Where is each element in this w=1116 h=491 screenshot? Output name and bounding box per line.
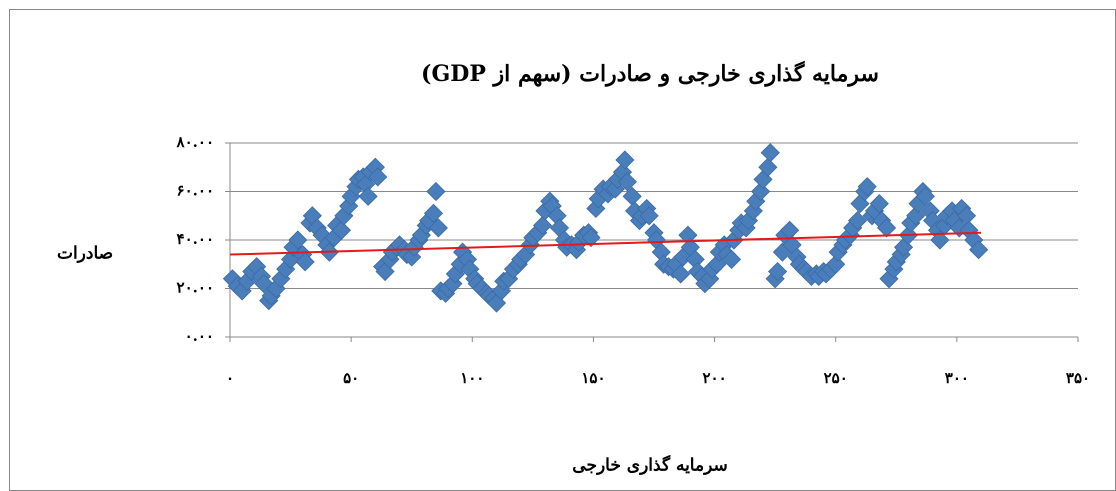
point bbox=[428, 218, 448, 238]
point bbox=[857, 177, 877, 197]
point bbox=[915, 186, 935, 206]
point bbox=[295, 252, 315, 272]
x-tick-label: ۳۵۰ bbox=[1066, 369, 1090, 387]
point bbox=[760, 143, 780, 163]
x-tick-label: ۱۰۰ bbox=[460, 369, 484, 387]
point bbox=[877, 218, 897, 238]
x-tick-label: ۳۰۰ bbox=[945, 369, 969, 387]
x-axis-title: سرمایه گذاری خارجی bbox=[572, 455, 727, 476]
point bbox=[423, 203, 444, 223]
x-tick-label: ۰ bbox=[226, 369, 234, 387]
point bbox=[615, 150, 635, 170]
point bbox=[707, 254, 727, 274]
point bbox=[639, 206, 659, 226]
point bbox=[768, 261, 788, 282]
point bbox=[581, 228, 601, 248]
x-tick-label: ۵۰ bbox=[343, 369, 359, 387]
point bbox=[358, 186, 378, 206]
x-tick-label: ۲۰۰ bbox=[702, 369, 726, 387]
point bbox=[671, 264, 691, 284]
chart-title: سرمایه گذاری خارجی و صادرات (سهم از GDP) bbox=[421, 60, 879, 87]
point bbox=[847, 211, 868, 231]
point bbox=[331, 220, 352, 240]
point bbox=[368, 167, 388, 187]
point bbox=[532, 215, 553, 236]
y-tick-label: ۸۰.۰۰ bbox=[176, 133, 214, 151]
point bbox=[758, 157, 778, 177]
point bbox=[869, 194, 889, 214]
point bbox=[906, 206, 926, 226]
y-tick-label: ۶۰.۰۰ bbox=[177, 182, 214, 200]
y-tick-label: ۰.۰۰ bbox=[185, 327, 214, 345]
y-axis-title: صادرات bbox=[57, 244, 113, 264]
y-tick-label: ۴۰.۰۰ bbox=[177, 230, 214, 248]
x-tick-label: ۲۵۰ bbox=[824, 369, 848, 387]
point bbox=[617, 172, 637, 192]
point bbox=[288, 230, 308, 250]
point bbox=[751, 181, 771, 202]
point bbox=[969, 240, 989, 260]
x-tick-label: ۱۵۰ bbox=[581, 369, 605, 387]
point bbox=[426, 181, 446, 202]
trendline bbox=[229, 231, 982, 256]
y-tick-label: ۲۰.۰۰ bbox=[177, 279, 214, 297]
point bbox=[930, 230, 950, 250]
point bbox=[826, 254, 846, 274]
point bbox=[721, 249, 742, 269]
